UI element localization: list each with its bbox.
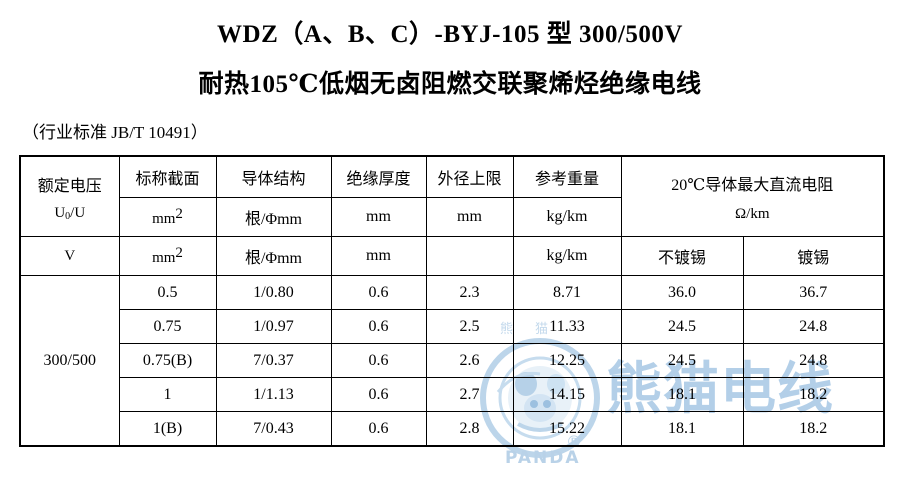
table-header-row-names: 额定电压 U0/U 标称截面 导体结构 绝缘厚度 外径上限 参考重量 20℃导体… <box>19 155 885 237</box>
watermark-latin-text: PANDA <box>505 448 581 468</box>
cell-resistance-untinned: 24.5 <box>620 309 744 344</box>
cell-outer-diameter-max: 2.6 <box>425 343 514 378</box>
table-row: 300/500 0.5 1/0.80 0.6 2.3 8.71 36.0 36.… <box>19 275 885 447</box>
cell-insulation-thickness: 0.6 <box>330 275 427 310</box>
cell-outer-diameter-max: 2.5 <box>425 309 514 344</box>
spec-table: 额定电压 U0/U 标称截面 导体结构 绝缘厚度 外径上限 参考重量 20℃导体… <box>19 155 885 447</box>
header-outer-diameter-max: 外径上限 <box>425 155 514 198</box>
cell-outer-diameter-max: 2.3 <box>425 275 514 310</box>
cell-insulation-thickness: 0.6 <box>330 309 427 344</box>
table-header-row-units: mm2 根/Φmm mm mm kg/km <box>20 197 884 237</box>
header-nominal-section: 标称截面 <box>118 155 217 198</box>
header-nominal-section-unit: mm2 <box>118 197 217 237</box>
table-row: 0.75 1/0.97 0.6 2.5 11.33 24.5 24.8 <box>20 309 885 344</box>
header-u-over-u: /U <box>70 204 86 221</box>
table-header-row-resistance-subcols: V mm2 根/Φmm mm kg/km 不镀锡 镀锡 <box>19 236 885 276</box>
cell-nominal-section: 0.75(B) <box>118 343 217 378</box>
header-spacer-outer-diameter <box>425 236 514 276</box>
header-mm-superscript: 2 <box>175 206 183 222</box>
page-title: WDZ（A、B、C）-BYJ-105 型 300/500V <box>217 21 683 48</box>
standard-reference: （行业标准 JB/T 10491） <box>22 123 208 142</box>
cell-conductor-structure: 1/1.13 <box>215 377 332 412</box>
cell-rated-voltage-value: 300/500 <box>19 275 120 447</box>
header-rated-voltage-label: 额定电压 <box>37 177 102 195</box>
header-reference-weight-unit: kg/km <box>512 197 622 237</box>
cell-insulation-thickness: 0.6 <box>330 343 427 378</box>
cell-outer-diameter-max: 2.7 <box>425 377 514 412</box>
header-reference-weight: 参考重量 <box>512 155 622 198</box>
header-conductor-structure-unit: 根/Φmm <box>215 197 332 237</box>
header-spacer-conductor-structure: 根/Φmm <box>215 236 332 276</box>
header-dc-resistance-label: 20℃导体最大直流电阻 <box>671 176 834 194</box>
page-subtitle: 耐热105℃低烟无卤阻燃交联聚烯烃绝缘电线 <box>198 71 702 98</box>
table-row: 0.75(B) 7/0.37 0.6 2.6 12.25 24.5 24.8 <box>20 343 885 378</box>
cell-nominal-section: 1(B) <box>118 411 217 447</box>
header-mm-superscript-2: 2 <box>175 245 183 261</box>
header-dc-resistance: 20℃导体最大直流电阻 Ω/km <box>620 155 885 237</box>
cell-reference-weight: 8.71 <box>512 275 622 310</box>
header-rated-voltage-unit-uou: U0/U <box>21 205 119 222</box>
header-spacer-reference-weight: kg/km <box>512 236 622 276</box>
cell-resistance-tinned: 36.7 <box>742 275 885 310</box>
cell-conductor-structure: 1/0.80 <box>215 275 332 310</box>
cell-nominal-section: 1 <box>118 377 217 412</box>
cell-conductor-structure: 7/0.37 <box>215 343 332 378</box>
cell-nominal-section: 0.5 <box>118 275 217 310</box>
cell-insulation-thickness: 0.6 <box>330 377 427 412</box>
header-resistance-untinned: 不镀锡 <box>620 236 744 276</box>
header-spacer-nominal-section: mm2 <box>118 236 217 276</box>
table-row: 1(B) 7/0.43 0.6 2.8 15.22 18.1 18.2 <box>20 411 885 447</box>
cell-conductor-structure: 7/0.43 <box>215 411 332 447</box>
cell-resistance-untinned: 18.1 <box>620 377 744 412</box>
header-insulation-thickness: 绝缘厚度 <box>330 155 427 198</box>
cell-resistance-untinned: 36.0 <box>620 275 744 310</box>
spec-table-container: 额定电压 U0/U 标称截面 导体结构 绝缘厚度 外径上限 参考重量 20℃导体… <box>19 155 885 447</box>
header-u-subscript: 0 <box>65 210 71 222</box>
cell-insulation-thickness: 0.6 <box>330 411 427 447</box>
cell-reference-weight: 12.25 <box>512 343 622 378</box>
header-resistance-tinned: 镀锡 <box>742 236 885 276</box>
header-voltage-unit-v: V <box>64 248 76 264</box>
cell-conductor-structure: 1/0.97 <box>215 309 332 344</box>
header-conductor-structure: 导体结构 <box>215 155 332 198</box>
header-mm-text: mm <box>152 211 176 227</box>
cell-resistance-tinned: 18.2 <box>742 411 885 447</box>
cell-resistance-tinned: 24.8 <box>742 309 885 344</box>
cell-reference-weight: 11.33 <box>512 309 622 344</box>
cell-resistance-tinned: 18.2 <box>742 377 885 412</box>
header-insulation-thickness-unit: mm <box>330 197 427 237</box>
cell-resistance-tinned: 24.8 <box>742 343 885 378</box>
cell-nominal-section: 0.75 <box>118 309 217 344</box>
header-spacer-rated-voltage: V <box>19 236 120 276</box>
header-dc-resistance-unit: Ω/km <box>735 205 770 222</box>
cell-reference-weight: 15.22 <box>512 411 622 447</box>
header-mm-text-2: mm <box>152 250 176 266</box>
cell-resistance-untinned: 24.5 <box>620 343 744 378</box>
cell-resistance-untinned: 18.1 <box>620 411 744 447</box>
header-spacer-insulation-thickness: mm <box>330 236 427 276</box>
header-rated-voltage: 额定电压 U0/U <box>19 155 120 237</box>
header-u-symbol: U <box>54 204 66 221</box>
cell-reference-weight: 14.15 <box>512 377 622 412</box>
cell-outer-diameter-max: 2.8 <box>425 411 514 447</box>
table-row: 1 1/1.13 0.6 2.7 14.15 18.1 18.2 <box>20 377 885 412</box>
title-block: WDZ（A、B、C）-BYJ-105 型 300/500V 耐热105℃低烟无卤… <box>0 0 900 100</box>
header-outer-diameter-max-unit: mm <box>425 197 514 237</box>
